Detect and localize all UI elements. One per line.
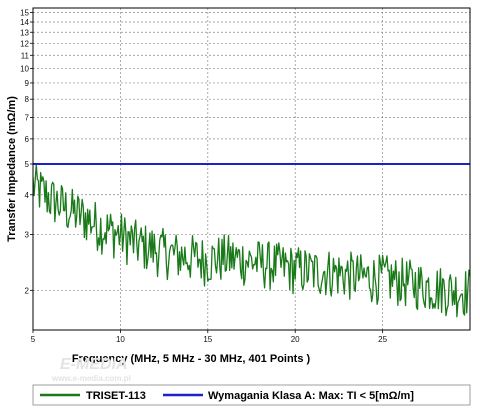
y-tick-label: 10 — [20, 64, 29, 73]
y-tick-label: 12 — [20, 39, 29, 48]
y-tick-label: 11 — [21, 51, 30, 60]
x-tick-label: 20 — [291, 335, 300, 344]
y-axis-title: Transfer Impedance (mΩ/m) — [6, 96, 18, 242]
plot-frame — [32, 7, 471, 331]
y-tick-label: 13 — [20, 28, 29, 37]
y-tick-label: 8 — [25, 95, 30, 104]
y-tick-label: 9 — [25, 79, 30, 88]
y-tick-label: 5 — [25, 160, 30, 169]
legend-label-triset: TRISET-113 — [86, 390, 146, 402]
y-tick-label: 14 — [20, 18, 29, 27]
x-tick-label: 5 — [31, 335, 36, 344]
x-tick-label: 25 — [378, 335, 387, 344]
x-axis-title: Frequency (MHz, 5 MHz - 30 MHz, 401 Poin… — [72, 353, 311, 365]
plot-area — [33, 8, 470, 330]
x-tick-label: 10 — [116, 335, 125, 344]
y-tick-label: 6 — [25, 135, 30, 144]
watermark-url: www.e-media.com.pl — [51, 374, 131, 383]
series-group — [33, 163, 470, 318]
y-tick-label: 2 — [25, 286, 30, 295]
series-line-triset — [33, 163, 470, 318]
watermark: E-MEDIA www.e-media.com.pl — [51, 356, 131, 383]
y-tick-label: 15 — [20, 9, 29, 18]
y-tick-label: 7 — [25, 114, 30, 123]
legend-box — [32, 384, 471, 406]
legend: TRISET-113 Wymagania Klasa A: Max: TI < … — [32, 384, 471, 406]
y-tick-label: 3 — [25, 230, 30, 239]
watermark-logo: E-MEDIA — [60, 356, 128, 373]
y-tick-label: 4 — [25, 191, 30, 200]
legend-label-requirement: Wymagania Klasa A: Max: TI < 5[mΩ/m] — [208, 390, 414, 402]
x-tick-label: 15 — [203, 335, 212, 344]
